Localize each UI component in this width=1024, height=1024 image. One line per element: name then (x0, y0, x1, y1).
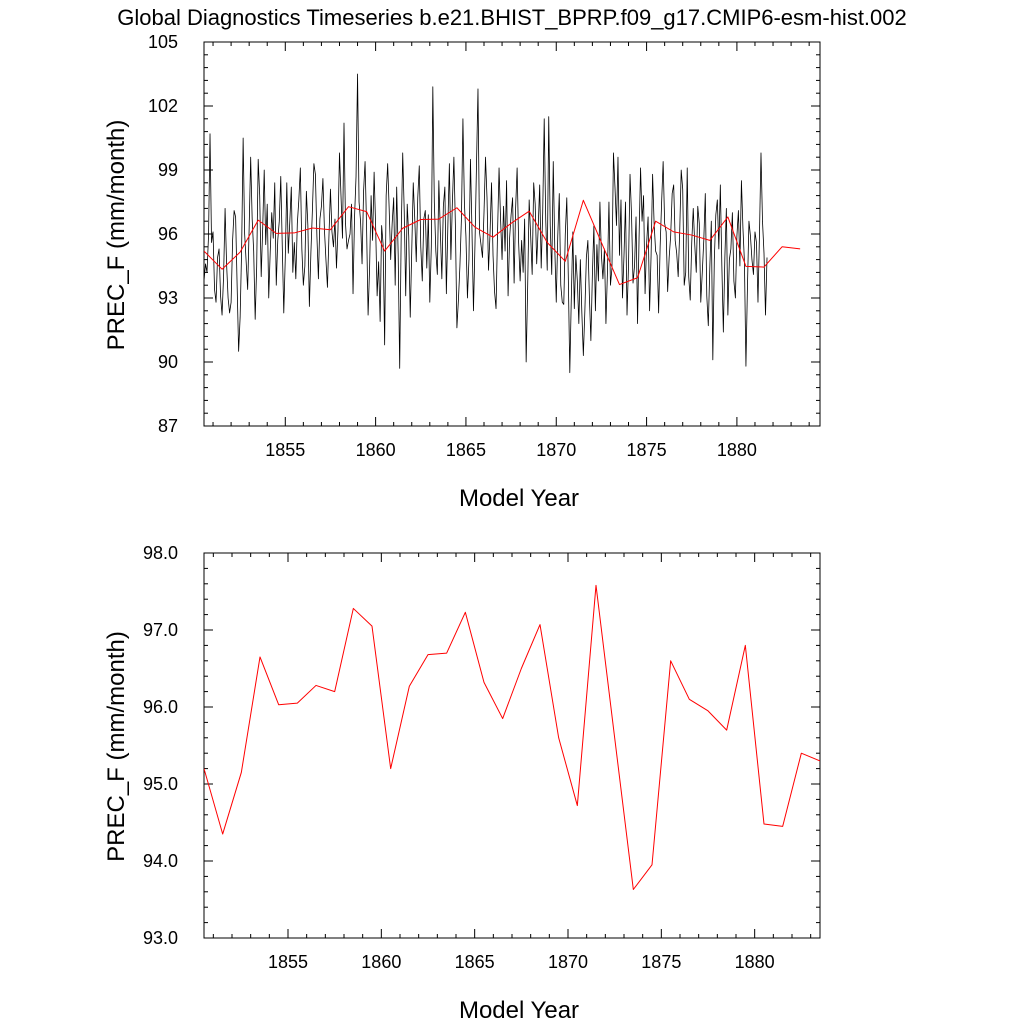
top-panel: 1855 1860 1865 1870 1875 1880 87 90 93 96 99 102 105… (103, 32, 821, 512)
panel-top-y-tick-label: 102 (148, 96, 178, 116)
panel-top-x-axis-label: Model Year (459, 485, 579, 512)
panel-top-x-tick-label: 1875 (627, 440, 667, 460)
panel-top-series-annual-mean-line (204, 199, 801, 286)
panel-top-series-monthly-line (204, 73, 768, 374)
panel-bottom-y-tick-label: 95.0 (143, 774, 178, 794)
panel-bottom-x-tick-label: 1855 (268, 952, 308, 972)
panel-top-y-tick-label: 99 (158, 160, 178, 180)
panel-bottom-y-tick-label: 96.0 (143, 697, 178, 717)
panel-bottom-y-axis-label: PREC_F (mm/month) (103, 631, 130, 862)
panel-top-y-tick-label: 90 (158, 352, 178, 372)
panel-bottom-y-tick-label: 98.0 (143, 543, 178, 563)
panel-bottom-x-tick-label: 1865 (455, 952, 495, 972)
panel-top-y-tick-label: 96 (158, 224, 178, 244)
panel-bottom-x-tick-label: 1860 (361, 952, 401, 972)
panel-top-y-axis-label: PREC_F (mm/month) (103, 120, 130, 351)
panel-top-x-tick-label: 1855 (265, 440, 305, 460)
panel-top-x-tick-label: 1860 (356, 440, 396, 460)
panel-bottom-x-tick-label: 1875 (641, 952, 681, 972)
panel-top-x-tick-label: 1870 (536, 440, 576, 460)
bottom-panel: 1855 1860 1865 1870 1875 1880 93.0 94.0 95.0 96.0… (103, 543, 821, 1024)
panel-bottom-x-tick-label: 1870 (548, 952, 588, 972)
panel-top-y-tick-label: 105 (148, 32, 178, 52)
panel-top-x-tick-label: 1865 (446, 440, 486, 460)
figure-title: Global Diagnostics Timeseries b.e21.BHIS… (117, 5, 907, 30)
panel-top-y-tick-label: 93 (158, 288, 178, 308)
panel-bottom-y-tick-label: 94.0 (143, 851, 178, 871)
panel-top-x-tick-label: 1880 (717, 440, 757, 460)
panel-bottom-y-tick-label: 93.0 (143, 928, 178, 948)
panel-top-y-tick-label: 87 (158, 416, 178, 436)
panel-bottom-x-tick-label: 1880 (735, 952, 775, 972)
panel-bottom-series-annual-mean-line (204, 584, 820, 890)
panel-bottom-y-tick-label: 97.0 (143, 620, 178, 640)
panel-bottom-x-axis-label: Model Year (459, 997, 579, 1024)
